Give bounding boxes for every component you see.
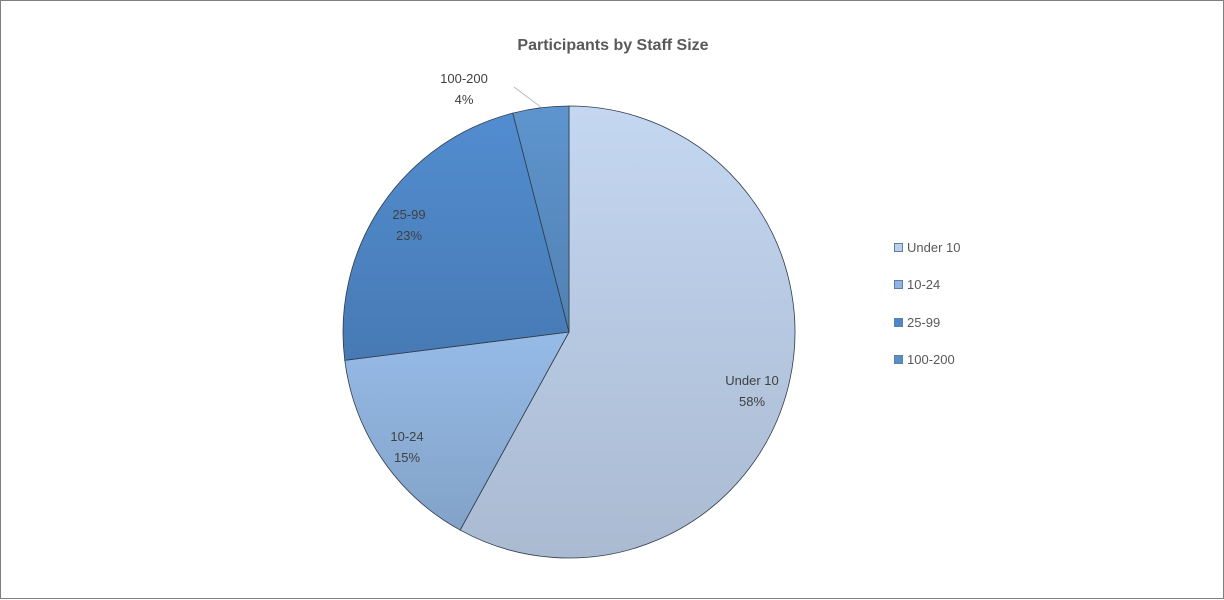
pie-slice-25-99 xyxy=(342,112,570,361)
chart-legend: Under 10 10-24 25-99 100-200 xyxy=(894,237,960,387)
legend-swatch xyxy=(894,280,903,289)
chart-title: Participants by Staff Size xyxy=(517,37,709,54)
pie-slice-100-200 xyxy=(512,105,570,333)
legend-label: 25-99 xyxy=(907,314,941,330)
legend-item-100-200: 100-200 xyxy=(894,350,960,370)
data-label-25-99: 25-99 23% xyxy=(392,207,425,243)
legend-swatch xyxy=(894,317,903,327)
leader-line-100-200 xyxy=(513,86,541,108)
legend-item-under-10: Under 10 xyxy=(894,237,960,257)
legend-label: Under 10 xyxy=(907,239,961,255)
pie-slice-10-24 xyxy=(344,331,570,531)
legend-item-10-24: 10-24 xyxy=(894,275,960,295)
pie-slice-under-10 xyxy=(459,105,796,559)
legend-label: 100-200 xyxy=(907,352,955,367)
data-label-10-24: 10-24 15% xyxy=(390,429,423,465)
legend-item-25-99: 25-99 xyxy=(894,312,960,332)
data-label-100-200: 100-200 4% xyxy=(440,71,488,107)
legend-swatch xyxy=(894,242,903,252)
legend-label: 10-24 xyxy=(907,277,941,292)
legend-swatch xyxy=(894,355,903,364)
data-label-under-10: Under 10 58% xyxy=(725,373,778,409)
